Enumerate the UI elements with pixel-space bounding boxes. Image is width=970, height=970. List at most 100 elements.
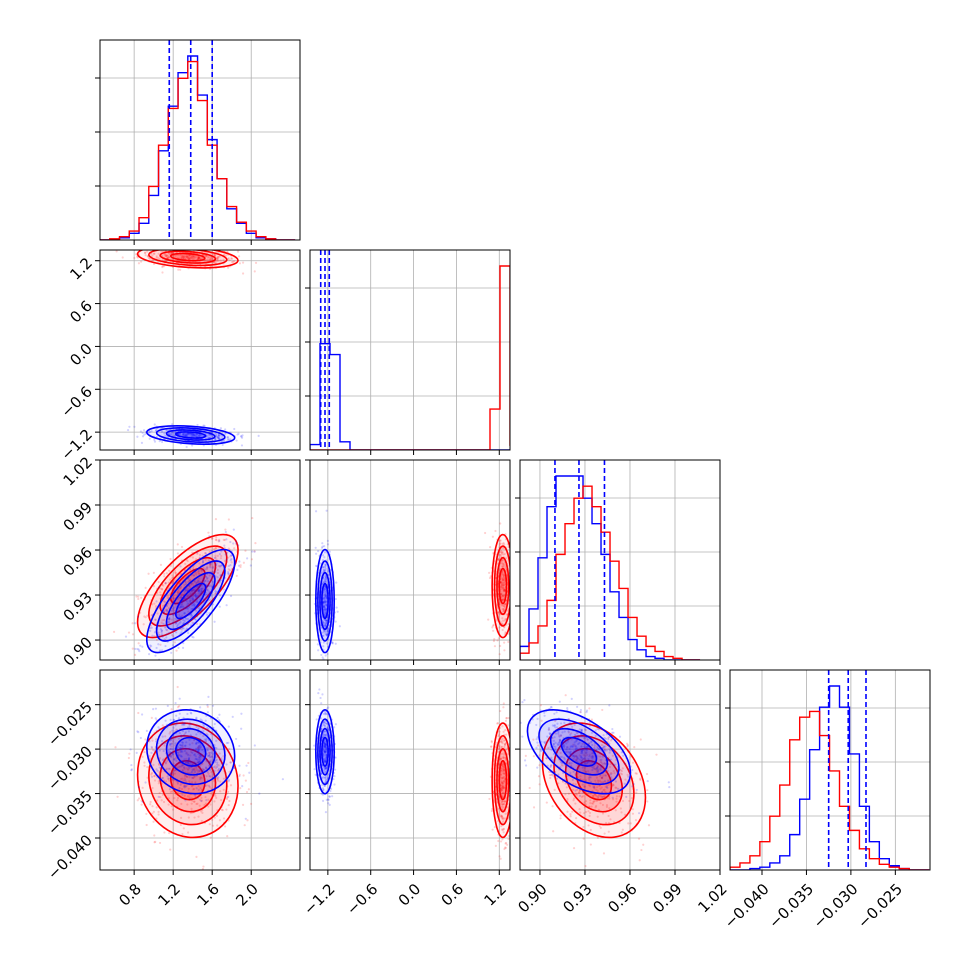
scatter-point	[158, 763, 161, 766]
scatter-point	[323, 749, 327, 753]
scatter-point	[161, 440, 164, 444]
scatter-point	[196, 579, 199, 582]
scatter-point	[191, 254, 194, 258]
scatter-point	[500, 551, 503, 554]
scatter-point	[181, 750, 184, 753]
scatter-point	[192, 636, 195, 639]
scatter-point	[502, 739, 505, 742]
scatter-point	[176, 706, 180, 709]
scatter-point	[220, 554, 223, 558]
scatter-point	[512, 568, 514, 570]
scatter-point	[187, 816, 190, 819]
scatter-point	[228, 799, 231, 803]
scatter-point	[185, 245, 187, 247]
scatter-point	[217, 438, 220, 441]
scatter-point	[500, 584, 503, 587]
scatter-point	[205, 784, 208, 787]
scatter-point	[551, 805, 554, 808]
scatter-point	[325, 798, 328, 801]
scatter-point	[206, 584, 210, 587]
scatter-point	[232, 528, 235, 531]
scatter-point	[316, 643, 319, 646]
scatter-point	[193, 770, 197, 774]
scatter-point	[181, 626, 184, 630]
scatter-point	[241, 261, 245, 264]
scatter-point	[504, 759, 507, 762]
scatter-point	[195, 600, 198, 604]
scatter-point	[182, 785, 186, 788]
scatter-point	[177, 268, 180, 271]
scatter-point	[578, 791, 581, 794]
scatter-point	[600, 761, 603, 764]
scatter-point	[323, 751, 327, 754]
scatter-point	[160, 740, 164, 743]
scatter-point	[499, 726, 502, 730]
density-fill	[146, 549, 235, 653]
scatter-point	[207, 729, 210, 732]
scatter-point	[497, 558, 500, 561]
scatter-point	[642, 843, 645, 846]
scatter-point	[196, 802, 199, 805]
scatter-point	[603, 747, 606, 751]
scatter-point	[209, 584, 212, 587]
scatter-point	[626, 744, 629, 747]
scatter-point	[215, 538, 218, 542]
scatter-point	[184, 785, 187, 788]
scatter-point	[588, 721, 591, 724]
scatter-point	[323, 605, 326, 608]
scatter-point	[219, 259, 222, 262]
panel-frame	[99, 459, 301, 661]
scatter-point	[191, 597, 194, 600]
scatter-point	[150, 645, 153, 648]
scatter-point	[503, 626, 506, 629]
scatter-point	[207, 805, 210, 808]
scatter-point	[502, 564, 506, 567]
scatter-point	[155, 600, 158, 603]
scatter-point	[197, 595, 200, 598]
scatter-point	[136, 799, 139, 802]
scatter-point	[167, 797, 170, 800]
scatter-point	[193, 256, 196, 260]
scatter-point	[183, 777, 187, 780]
scatter-point	[609, 818, 612, 821]
scatter-point	[324, 610, 327, 613]
scatter-point	[182, 723, 185, 727]
scatter-point	[185, 741, 188, 744]
scatter-point	[203, 424, 206, 427]
scatter-point	[324, 744, 327, 747]
scatter-point	[192, 767, 196, 771]
scatter-point	[503, 580, 506, 583]
scatter-point	[196, 747, 199, 750]
scatter-point	[187, 255, 191, 258]
scatter-point	[216, 754, 220, 757]
scatter-point	[171, 790, 174, 793]
scatter-point	[596, 815, 599, 818]
scatter-point	[222, 538, 225, 541]
scatter-point	[499, 773, 503, 776]
scatter-point	[183, 583, 186, 586]
scatter-point	[198, 798, 202, 801]
scatter-point	[323, 597, 326, 600]
scatter-point	[517, 730, 519, 732]
scatter-point	[186, 768, 189, 771]
scatter-point	[503, 641, 506, 644]
scatter-point	[513, 778, 515, 780]
scatter-point	[325, 748, 328, 751]
scatter-point	[323, 599, 326, 602]
panel-content	[100, 460, 300, 660]
scatter-point	[187, 730, 191, 733]
scatter-point	[228, 569, 231, 572]
scatter-point	[169, 718, 172, 721]
scatter-point	[514, 769, 516, 771]
scatter-point	[186, 623, 189, 626]
scatter-point	[161, 776, 165, 779]
scatter-point	[501, 795, 504, 798]
scatter-point	[184, 256, 188, 259]
scatter-point	[177, 610, 181, 613]
scatter-point	[155, 817, 158, 820]
scatter-point	[154, 429, 158, 432]
scatter-point	[573, 745, 577, 748]
scatter-point	[196, 551, 199, 554]
scatter-point	[222, 440, 225, 443]
scatter-point	[176, 782, 179, 785]
